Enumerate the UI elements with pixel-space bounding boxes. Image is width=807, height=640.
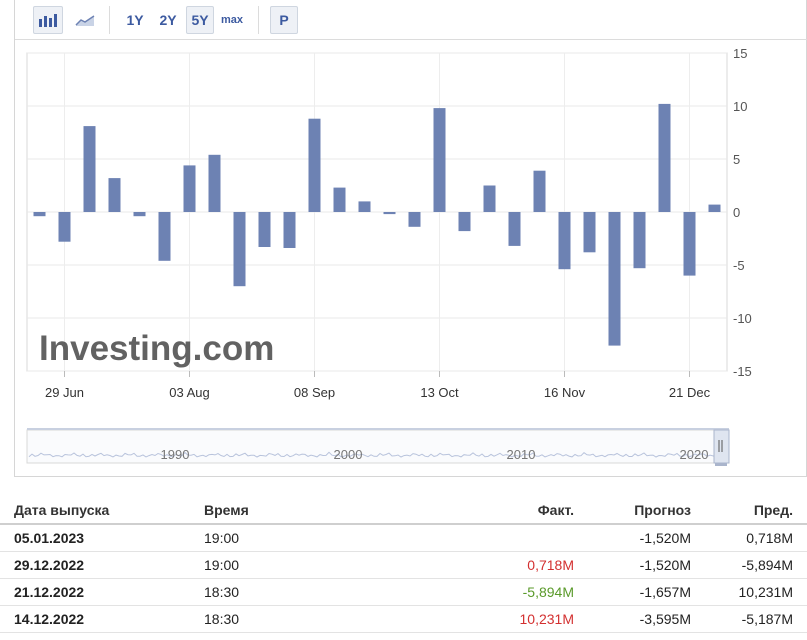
- y-tick-label: -5: [733, 258, 745, 273]
- row-date: 29.12.2022: [0, 551, 190, 579]
- bar[interactable]: [233, 212, 246, 287]
- row-actual: [450, 524, 588, 552]
- row-actual: -5,894M: [450, 578, 588, 606]
- row-forecast: -1,520M: [588, 551, 705, 579]
- bar[interactable]: [683, 212, 696, 276]
- range-max-label: max: [220, 14, 244, 26]
- bar[interactable]: [608, 212, 621, 346]
- toolbar-separator: [258, 6, 259, 34]
- bar[interactable]: [633, 212, 646, 269]
- chart-panel: 1Y 2Y 5Y max P 15 10 5 0 -5 -10 -15 29 Jun 03 A…: [14, 0, 807, 477]
- range-2y-button[interactable]: 2Y: [159, 12, 177, 28]
- bar[interactable]: [58, 212, 71, 242]
- x-tick-label: 21 Dec: [669, 385, 711, 400]
- col-actual: Факт.: [450, 496, 588, 525]
- bar[interactable]: [208, 154, 221, 212]
- bar[interactable]: [333, 187, 346, 212]
- table-row[interactable]: 05.01.2023 19:00 -1,520M 0,718M: [0, 524, 807, 552]
- table-row[interactable]: 14.12.2022 18:30 10,231M -3,595M -5,187M: [0, 605, 807, 633]
- bar[interactable]: [108, 178, 121, 212]
- row-previous: 0,718M: [705, 524, 807, 552]
- investing-logo: Investing.com: [39, 329, 274, 368]
- row-forecast: -3,595M: [588, 605, 705, 633]
- row-date: 21.12.2022: [0, 578, 190, 606]
- navigator[interactable]: 1990 2000 2010 2020: [26, 428, 730, 466]
- bar[interactable]: [583, 212, 596, 253]
- bar[interactable]: [458, 212, 471, 232]
- x-tick-label: 03 Aug: [169, 385, 210, 400]
- bar[interactable]: [83, 126, 96, 212]
- bar[interactable]: [483, 185, 496, 213]
- row-forecast: -1,520M: [588, 524, 705, 552]
- row-time: 19:00: [190, 551, 450, 579]
- bar[interactable]: [283, 212, 296, 248]
- bar[interactable]: [33, 212, 46, 217]
- row-date: 05.01.2023: [0, 524, 190, 552]
- x-tick-label: 29 Jun: [45, 385, 84, 400]
- bar[interactable]: [258, 212, 271, 247]
- row-forecast: -1,657M: [588, 578, 705, 606]
- bar[interactable]: [508, 212, 521, 246]
- range-p-button[interactable]: P: [270, 6, 298, 34]
- navigator-year-label: 2010: [507, 447, 536, 462]
- row-time: 18:30: [190, 605, 450, 633]
- table-header: Дата выпуска Время Факт. Прогноз Пред.: [0, 496, 807, 525]
- toolbar-separator: [109, 6, 110, 34]
- y-tick-label: 5: [733, 152, 740, 167]
- range-1y-button[interactable]: 1Y: [126, 12, 144, 28]
- row-time: 18:30: [190, 578, 450, 606]
- row-time: 19:00: [190, 524, 450, 552]
- y-tick-label: 10: [733, 99, 747, 114]
- col-previous: Пред.: [705, 496, 807, 525]
- bar[interactable]: [558, 212, 571, 270]
- navigator-year-label: 1990: [161, 447, 190, 462]
- y-tick-label: 0: [733, 205, 740, 220]
- bar[interactable]: [183, 165, 196, 212]
- row-previous: -5,894M: [705, 551, 807, 579]
- range-max-button[interactable]: max: [218, 6, 246, 34]
- chart-toolbar: 1Y 2Y 5Y max P: [15, 0, 807, 40]
- y-tick-label: -10: [733, 311, 752, 326]
- col-date: Дата выпуска: [0, 496, 190, 525]
- area-chart-button[interactable]: [70, 6, 100, 34]
- bar[interactable]: [658, 103, 671, 212]
- bar-chart-icon: [39, 14, 57, 27]
- x-tick-label: 13 Oct: [420, 385, 459, 400]
- bar[interactable]: [158, 212, 171, 261]
- row-previous: 10,231M: [705, 578, 807, 606]
- bar[interactable]: [358, 201, 371, 212]
- row-previous: -5,187M: [705, 605, 807, 633]
- col-forecast: Прогноз: [588, 496, 705, 525]
- bar[interactable]: [533, 170, 546, 212]
- table-row[interactable]: 29.12.2022 19:00 0,718M -1,520M -5,894M: [0, 551, 807, 579]
- bar[interactable]: [408, 212, 421, 227]
- history-table: Дата выпуска Время Факт. Прогноз Пред. 0…: [0, 496, 807, 633]
- bar[interactable]: [433, 108, 446, 212]
- col-time: Время: [190, 496, 450, 525]
- bar-chart-button[interactable]: [33, 6, 63, 34]
- navigator-year-label: 2020: [680, 447, 709, 462]
- x-tick-label: 08 Sep: [294, 385, 335, 400]
- range-5y-button[interactable]: 5Y: [186, 6, 214, 34]
- navigator-scrollbar[interactable]: [27, 428, 729, 430]
- x-tick-label: 16 Nov: [544, 385, 586, 400]
- bar[interactable]: [708, 204, 721, 212]
- area-chart-icon: [75, 15, 95, 26]
- bar-chart: 15 10 5 0 -5 -10 -15 29 Jun 03 Aug 08 Sep 13 Oct 1…: [26, 46, 752, 466]
- navigator-year-label: 2000: [334, 447, 363, 462]
- y-tick-label: -15: [733, 364, 752, 379]
- y-tick-label: 15: [733, 46, 747, 61]
- bar[interactable]: [133, 212, 146, 217]
- row-actual: 10,231M: [450, 605, 588, 633]
- bar[interactable]: [308, 118, 321, 212]
- table-row[interactable]: 21.12.2022 18:30 -5,894M -1,657M 10,231M: [0, 578, 807, 606]
- row-date: 14.12.2022: [0, 605, 190, 633]
- row-actual: 0,718M: [450, 551, 588, 579]
- logo-text: Investing.com: [39, 329, 274, 368]
- bar[interactable]: [383, 212, 396, 215]
